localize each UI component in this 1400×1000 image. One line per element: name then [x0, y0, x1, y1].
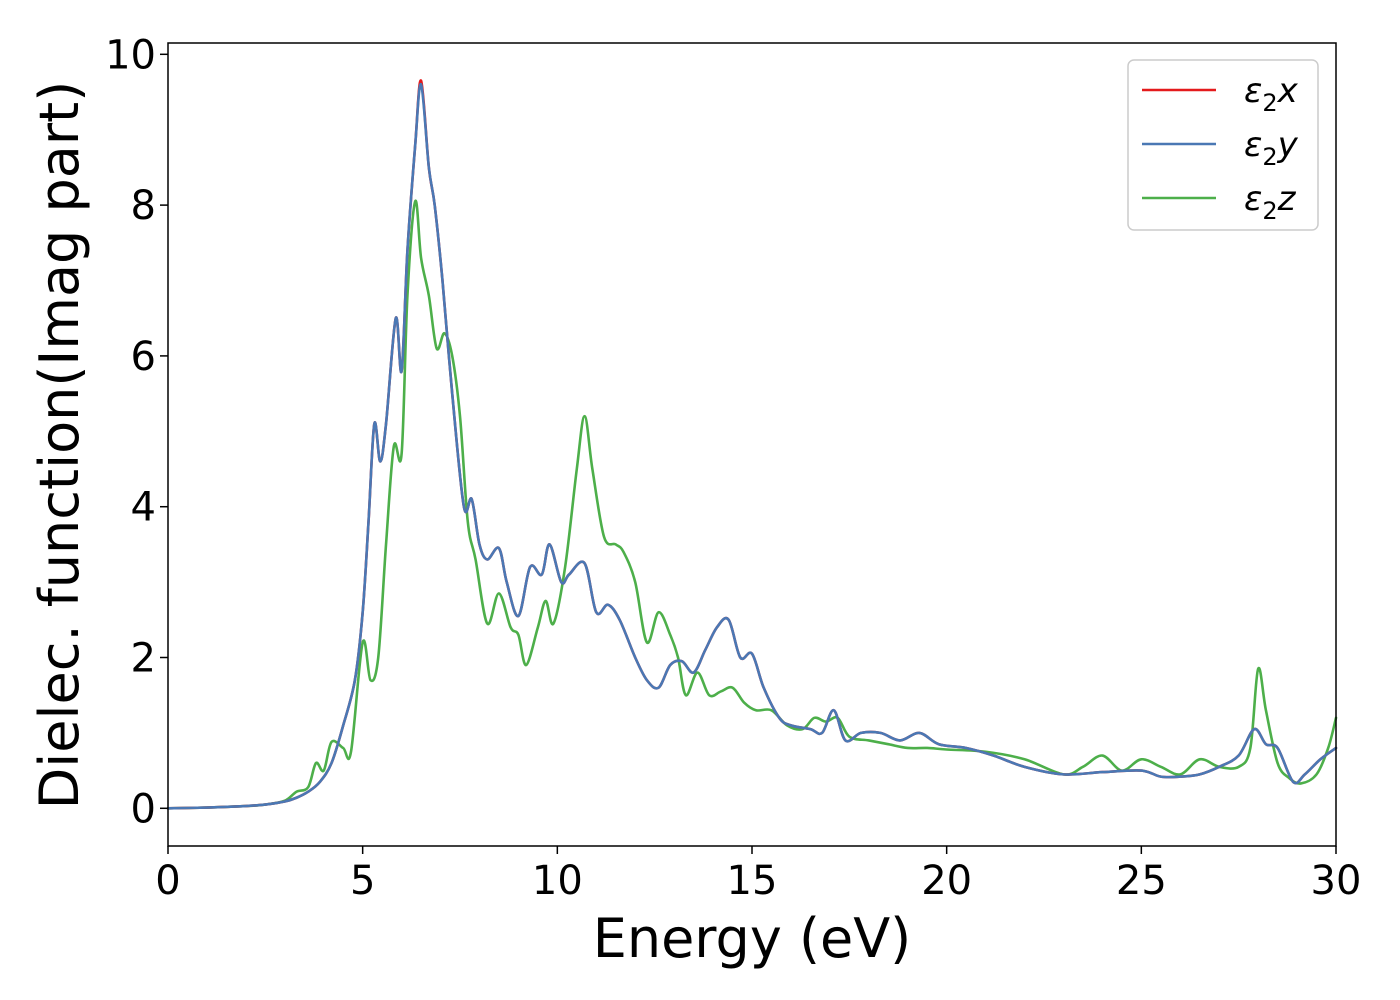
x-tick-label: 5 [350, 858, 375, 904]
y-tick-label: 8 [131, 183, 156, 229]
y-tick-label: 6 [131, 334, 156, 380]
legend-label-z: ε2z [1244, 179, 1297, 225]
legend-label-subscript: 2 [1262, 197, 1277, 225]
x-tick-label: 0 [155, 858, 180, 904]
x-axis: 0 5 10 15 20 25 30 [155, 846, 1361, 904]
x-tick-label: 15 [727, 858, 778, 904]
legend-label-suffix: z [1277, 179, 1297, 219]
x-tick-label: 30 [1311, 858, 1362, 904]
x-tick-label: 25 [1116, 858, 1167, 904]
y-tick-label: 4 [131, 485, 156, 531]
y-tick-label: 10 [105, 32, 156, 78]
y-axis-title: Dielec. function(Imag part) [28, 81, 91, 810]
legend-label-main: ε [1244, 179, 1262, 219]
legend-label-subscript: 2 [1262, 89, 1277, 117]
legend-label-x: ε2x [1244, 71, 1299, 117]
legend-label-suffix: x [1277, 71, 1299, 111]
x-tick-label: 10 [532, 858, 583, 904]
y-tick-label: 0 [131, 786, 156, 832]
x-tick-label: 20 [921, 858, 972, 904]
legend-label-suffix: y [1277, 125, 1299, 165]
legend-label-y: ε2y [1244, 125, 1299, 171]
legend-label-main: ε [1244, 125, 1262, 165]
y-axis: 0 2 4 6 8 10 [105, 32, 168, 832]
legend-label-main: ε [1244, 71, 1262, 111]
legend-box [1127, 59, 1319, 231]
x-axis-title: Energy (eV) [593, 907, 912, 970]
legend-label-subscript: 2 [1262, 143, 1277, 171]
y-tick-label: 2 [131, 636, 156, 682]
series-line-y [166, 83, 1338, 810]
series-layer [166, 79, 1338, 810]
